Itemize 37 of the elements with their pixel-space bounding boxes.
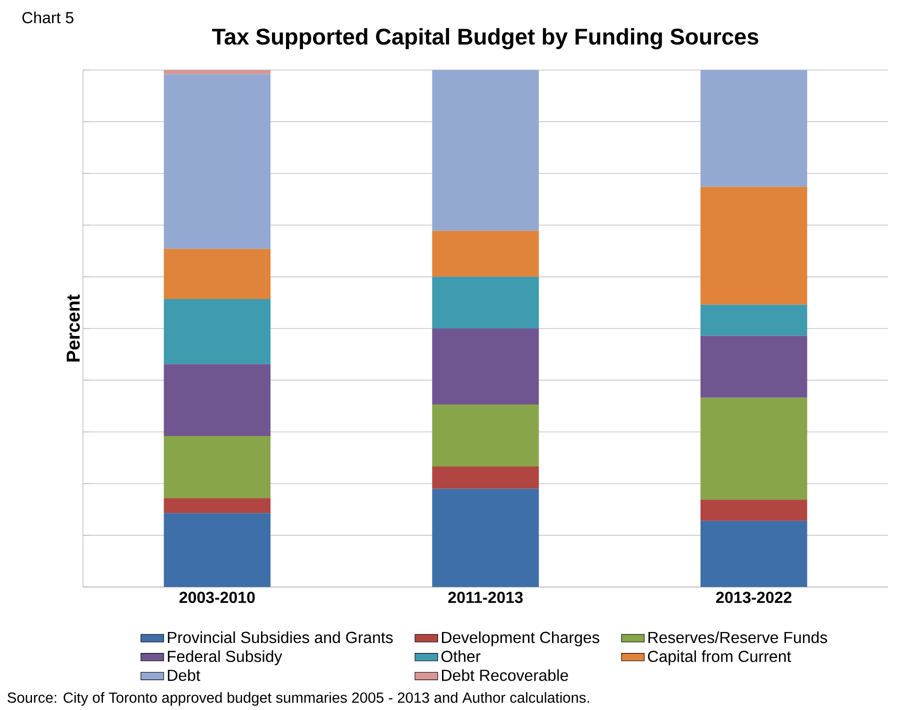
bar (164, 513, 271, 587)
legend-label: Debt (168, 669, 200, 681)
bar (700, 70, 808, 187)
legend-label: Other (441, 650, 480, 662)
legend-label: Capital from Current (648, 650, 792, 666)
x-tick-label: 2011-2013 (448, 592, 523, 604)
legend-label: Federal Subsidy (168, 650, 282, 666)
source-note: Source: City of Toronto approved budget summaries 2005 - 2013 and Author calculations. (8, 692, 589, 706)
bar (164, 498, 271, 514)
bar (164, 74, 271, 249)
bar (432, 276, 539, 328)
bar (432, 70, 539, 231)
bar (432, 328, 539, 404)
legend-label: Development Charges (442, 631, 600, 646)
legend-label: Provincial Subsidies and Grants (168, 631, 393, 644)
y-axis-title: Percent (66, 294, 80, 362)
bar (700, 500, 808, 521)
bar (432, 404, 539, 467)
bar (700, 186, 808, 305)
caption: Chart 5 (22, 12, 74, 24)
bar (432, 488, 539, 587)
bar (700, 304, 808, 336)
bar (432, 466, 539, 489)
bar (700, 336, 808, 398)
bar (164, 70, 271, 74)
bar (164, 248, 271, 300)
bar (164, 364, 271, 436)
bar (700, 398, 808, 500)
chart-title: Tax Supported Capital Budget by Funding Sources (212, 28, 758, 50)
bar (700, 520, 808, 587)
x-tick-label: 2003-2010 (179, 592, 255, 604)
legend-label: Debt Recoverable (442, 669, 568, 681)
bar (164, 436, 271, 498)
bar (164, 299, 271, 364)
bar (432, 230, 539, 277)
legend-label: Reserves/Reserve Funds (648, 631, 828, 644)
x-tick-label: 2013-2022 (716, 592, 792, 604)
